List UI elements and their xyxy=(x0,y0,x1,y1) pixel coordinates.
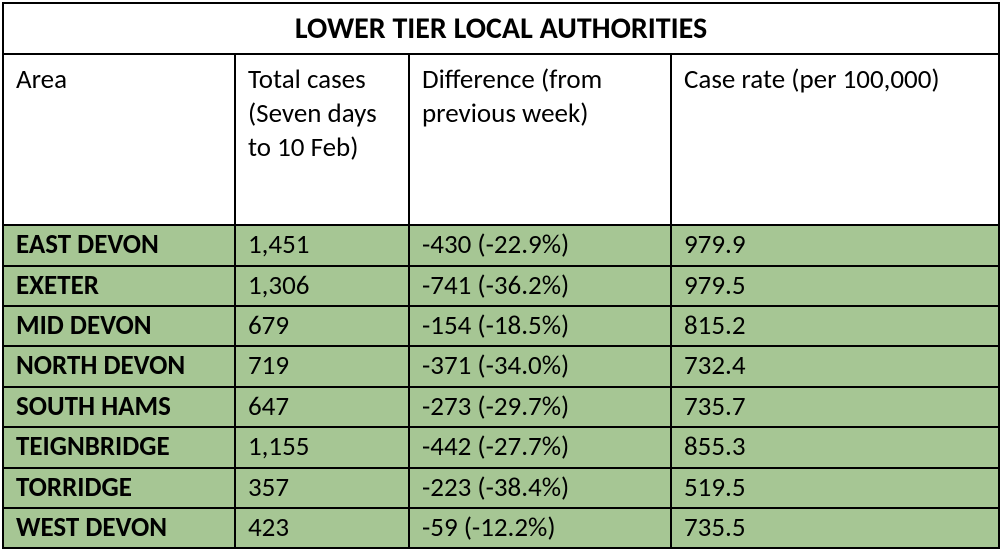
col-diff: Difference (from previous week) xyxy=(409,54,671,225)
cell-total: 1,451 xyxy=(235,225,409,265)
cell-total: 423 xyxy=(235,508,409,548)
header-row: Area Total cases (Seven days to 10 Feb) … xyxy=(3,54,999,225)
cell-area: TEIGNBRIDGE xyxy=(3,427,235,467)
cell-rate: 732.4 xyxy=(671,346,999,386)
cell-diff: -430 (-22.9%) xyxy=(409,225,671,265)
table-row: NORTH DEVON 719 -371 (-34.0%) 732.4 xyxy=(3,346,999,386)
cell-area: EXETER xyxy=(3,266,235,306)
cell-rate: 815.2 xyxy=(671,306,999,346)
table-row: TORRIDGE 357 -223 (-38.4%) 519.5 xyxy=(3,468,999,508)
cell-area: EAST DEVON xyxy=(3,225,235,265)
cell-rate: 855.3 xyxy=(671,427,999,467)
cell-area: WEST DEVON xyxy=(3,508,235,548)
cell-diff: -442 (-27.7%) xyxy=(409,427,671,467)
cell-diff: -59 (-12.2%) xyxy=(409,508,671,548)
table-row: MID DEVON 679 -154 (-18.5%) 815.2 xyxy=(3,306,999,346)
cell-total: 719 xyxy=(235,346,409,386)
cell-area: NORTH DEVON xyxy=(3,346,235,386)
cell-diff: -223 (-38.4%) xyxy=(409,468,671,508)
cell-diff: -154 (-18.5%) xyxy=(409,306,671,346)
table-row: WEST DEVON 423 -59 (-12.2%) 735.5 xyxy=(3,508,999,548)
cell-rate: 519.5 xyxy=(671,468,999,508)
table-row: SOUTH HAMS 647 -273 (-29.7%) 735.7 xyxy=(3,387,999,427)
cell-total: 1,155 xyxy=(235,427,409,467)
table-row: EXETER 1,306 -741 (-36.2%) 979.5 xyxy=(3,266,999,306)
title-row: LOWER TIER LOCAL AUTHORITIES xyxy=(3,3,999,54)
table-row: TEIGNBRIDGE 1,155 -442 (-27.7%) 855.3 xyxy=(3,427,999,467)
cell-rate: 979.5 xyxy=(671,266,999,306)
col-rate: Case rate (per 100,000) xyxy=(671,54,999,225)
cell-diff: -741 (-36.2%) xyxy=(409,266,671,306)
table-title: LOWER TIER LOCAL AUTHORITIES xyxy=(3,3,999,54)
cell-total: 679 xyxy=(235,306,409,346)
cell-total: 647 xyxy=(235,387,409,427)
cell-rate: 735.7 xyxy=(671,387,999,427)
cell-diff: -273 (-29.7%) xyxy=(409,387,671,427)
cell-total: 1,306 xyxy=(235,266,409,306)
cell-area: MID DEVON xyxy=(3,306,235,346)
table-body: EAST DEVON 1,451 -430 (-22.9%) 979.9 EXE… xyxy=(3,225,999,548)
col-area: Area xyxy=(3,54,235,225)
cell-diff: -371 (-34.0%) xyxy=(409,346,671,386)
cell-rate: 979.9 xyxy=(671,225,999,265)
authorities-table: LOWER TIER LOCAL AUTHORITIES Area Total … xyxy=(2,2,1000,549)
cell-total: 357 xyxy=(235,468,409,508)
table-row: EAST DEVON 1,451 -430 (-22.9%) 979.9 xyxy=(3,225,999,265)
col-total: Total cases (Seven days to 10 Feb) xyxy=(235,54,409,225)
cell-area: SOUTH HAMS xyxy=(3,387,235,427)
cell-area: TORRIDGE xyxy=(3,468,235,508)
cell-rate: 735.5 xyxy=(671,508,999,548)
